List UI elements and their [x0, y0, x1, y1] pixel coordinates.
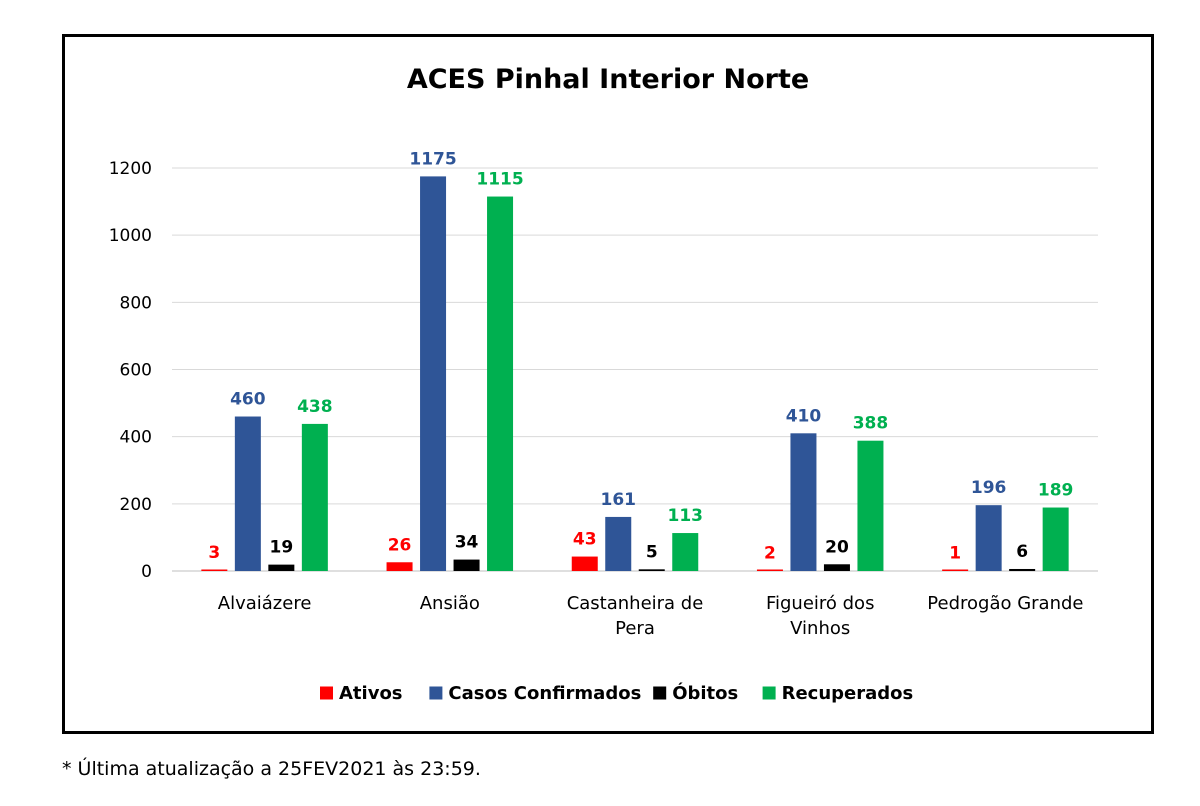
legend-item: Recuperados	[762, 683, 914, 704]
data-label: 1175	[409, 149, 456, 169]
y-tick-label: 0	[141, 562, 152, 582]
legend-label: Recuperados	[782, 683, 914, 704]
bar-recuperados	[487, 196, 514, 571]
data-label: 19	[270, 538, 294, 558]
legend-swatch	[320, 686, 333, 700]
chart-frame	[62, 34, 1154, 734]
data-label: 2	[764, 543, 776, 563]
bar-recuperados	[672, 533, 699, 571]
data-label: 161	[601, 490, 637, 510]
data-label: 1115	[476, 170, 523, 190]
y-tick-label: 600	[120, 361, 152, 381]
bar-casos-confirmados	[234, 416, 261, 571]
data-label: 6	[1016, 542, 1028, 562]
bar-óbitos	[1009, 568, 1036, 571]
bar-casos-confirmados	[605, 516, 632, 571]
data-label: 1	[949, 544, 961, 564]
legend-label: Casos Confirmados	[448, 683, 641, 704]
x-tick-label: Castanheira de	[567, 593, 704, 614]
x-axis-ticks: Alvaiázere Ansião Castanheira de Pera Figuei…	[218, 593, 1084, 639]
bar-recuperados	[301, 423, 328, 571]
legend-item: Casos Confirmados	[429, 683, 641, 704]
data-label: 5	[646, 542, 658, 562]
bar-óbitos	[638, 569, 665, 571]
x-tick-label: Figueiró dos	[766, 593, 875, 614]
data-label: 438	[297, 397, 333, 417]
y-tick-label: 800	[120, 293, 152, 313]
x-tick-label: Ansião	[420, 593, 480, 614]
x-tick-label: Vinhos	[790, 618, 850, 639]
bar-casos-confirmados	[420, 176, 447, 572]
data-label: 113	[668, 506, 704, 526]
footnote: * Última atualização a 25FEV2021 às 23:5…	[62, 758, 481, 780]
x-tick-label: Pedrogão Grande	[927, 593, 1083, 614]
legend-item: Ativos	[320, 683, 403, 704]
bar-recuperados	[857, 440, 884, 571]
data-label: 460	[230, 390, 266, 410]
data-label: 196	[971, 478, 1007, 498]
legend-swatch	[762, 686, 776, 700]
data-label: 410	[786, 406, 822, 426]
bar-ativos	[571, 556, 598, 571]
bar-ativos	[756, 569, 783, 571]
bar-recuperados	[1042, 507, 1069, 571]
x-tick-label: Alvaiázere	[218, 593, 312, 614]
legend-label: Óbitos	[672, 682, 738, 704]
data-label: 388	[853, 414, 889, 434]
bar-casos-confirmados	[790, 433, 817, 571]
data-label: 43	[573, 530, 597, 550]
bar-ativos	[386, 562, 413, 571]
legend-item: Óbitos	[653, 682, 738, 704]
y-tick-label: 200	[120, 495, 152, 515]
bar-ativos	[201, 569, 228, 571]
legend-label: Ativos	[339, 683, 403, 704]
y-tick-label: 400	[120, 428, 152, 448]
data-label: 20	[825, 537, 849, 557]
bar-óbitos	[823, 564, 850, 571]
y-axis-ticks: 0 200 400 600 800 1000 1200	[109, 159, 152, 582]
data-label: 34	[455, 533, 479, 553]
data-label: 3	[208, 543, 220, 563]
bar-óbitos	[453, 559, 480, 571]
bar-ativos	[942, 569, 969, 571]
bar-casos-confirmados	[975, 505, 1002, 571]
legend: Ativos Casos Confirmados Óbitos Recuperados	[320, 682, 913, 704]
bar-óbitos	[268, 564, 295, 571]
x-tick-label: Pera	[615, 618, 655, 639]
legend-swatch	[429, 686, 443, 700]
bars	[201, 176, 1069, 572]
data-label: 26	[388, 535, 412, 555]
y-tick-label: 1200	[109, 159, 152, 179]
y-tick-label: 1000	[109, 226, 152, 246]
chart-title: ACES Pinhal Interior Norte	[407, 64, 809, 95]
data-label: 189	[1038, 481, 1074, 501]
legend-swatch	[653, 686, 667, 700]
